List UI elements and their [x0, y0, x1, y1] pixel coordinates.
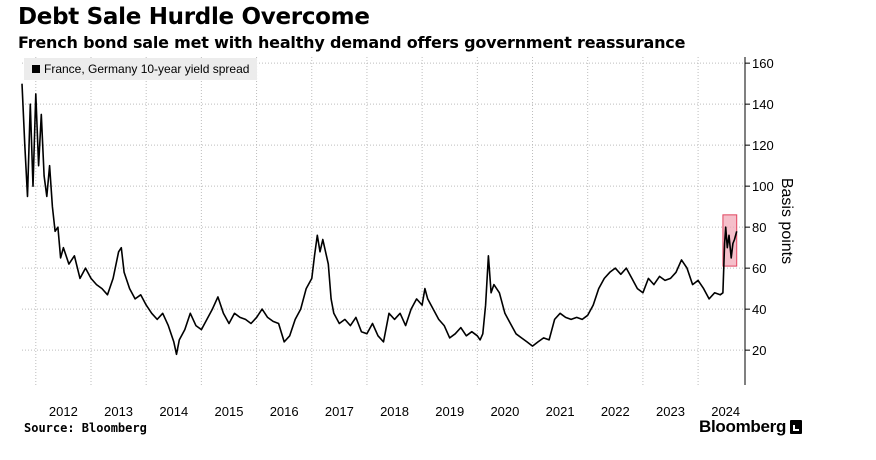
x-tick-label: 2017	[325, 404, 354, 419]
y-tick-label: 20	[752, 343, 766, 358]
chart-title: Debt Sale Hurdle Overcome	[18, 4, 370, 30]
grid-layer	[22, 57, 745, 385]
x-tick-label: 2024	[711, 404, 740, 419]
y-tick-label: 120	[752, 138, 774, 153]
x-tick-label: 2021	[546, 404, 575, 419]
bloomberg-icon	[790, 420, 803, 434]
y-tick-label: 80	[752, 220, 766, 235]
x-tick-label: 2022	[601, 404, 630, 419]
x-tick-label: 2018	[380, 404, 409, 419]
x-tick-label: 2019	[435, 404, 464, 419]
x-tick-label: 2016	[270, 404, 299, 419]
x-tick-label: 2014	[159, 404, 188, 419]
y-tick-label: 140	[752, 97, 774, 112]
y-tick-label: 160	[752, 56, 774, 71]
brand-logo: Bloomberg	[699, 417, 803, 437]
brand-name: Bloomberg	[699, 417, 787, 436]
source-note: Source: Bloomberg	[24, 421, 147, 435]
series-line	[21, 83, 738, 356]
y-tick-label: 40	[752, 302, 766, 317]
series-layer	[21, 83, 738, 356]
x-tick-label: 2012	[49, 404, 78, 419]
axis-layer: 20 40 60 80 100 120 140 160 2012 2013 2014 2015 2016…	[49, 56, 774, 419]
legend-swatch	[32, 65, 40, 73]
x-tick-label: 2013	[104, 404, 133, 419]
legend-label: France, Germany 10-year yield spread	[44, 62, 250, 76]
x-tick-label: 2015	[215, 404, 244, 419]
x-tick-label: 2020	[490, 404, 519, 419]
legend: France, Germany 10-year yield spread	[24, 58, 258, 80]
y-axis-label: Basis points	[778, 178, 795, 264]
chart-subtitle: French bond sale met with healthy demand…	[18, 33, 686, 52]
y-tick-label: 60	[752, 261, 766, 276]
x-tick-label: 2023	[656, 404, 685, 419]
y-tick-label: 100	[752, 179, 774, 194]
